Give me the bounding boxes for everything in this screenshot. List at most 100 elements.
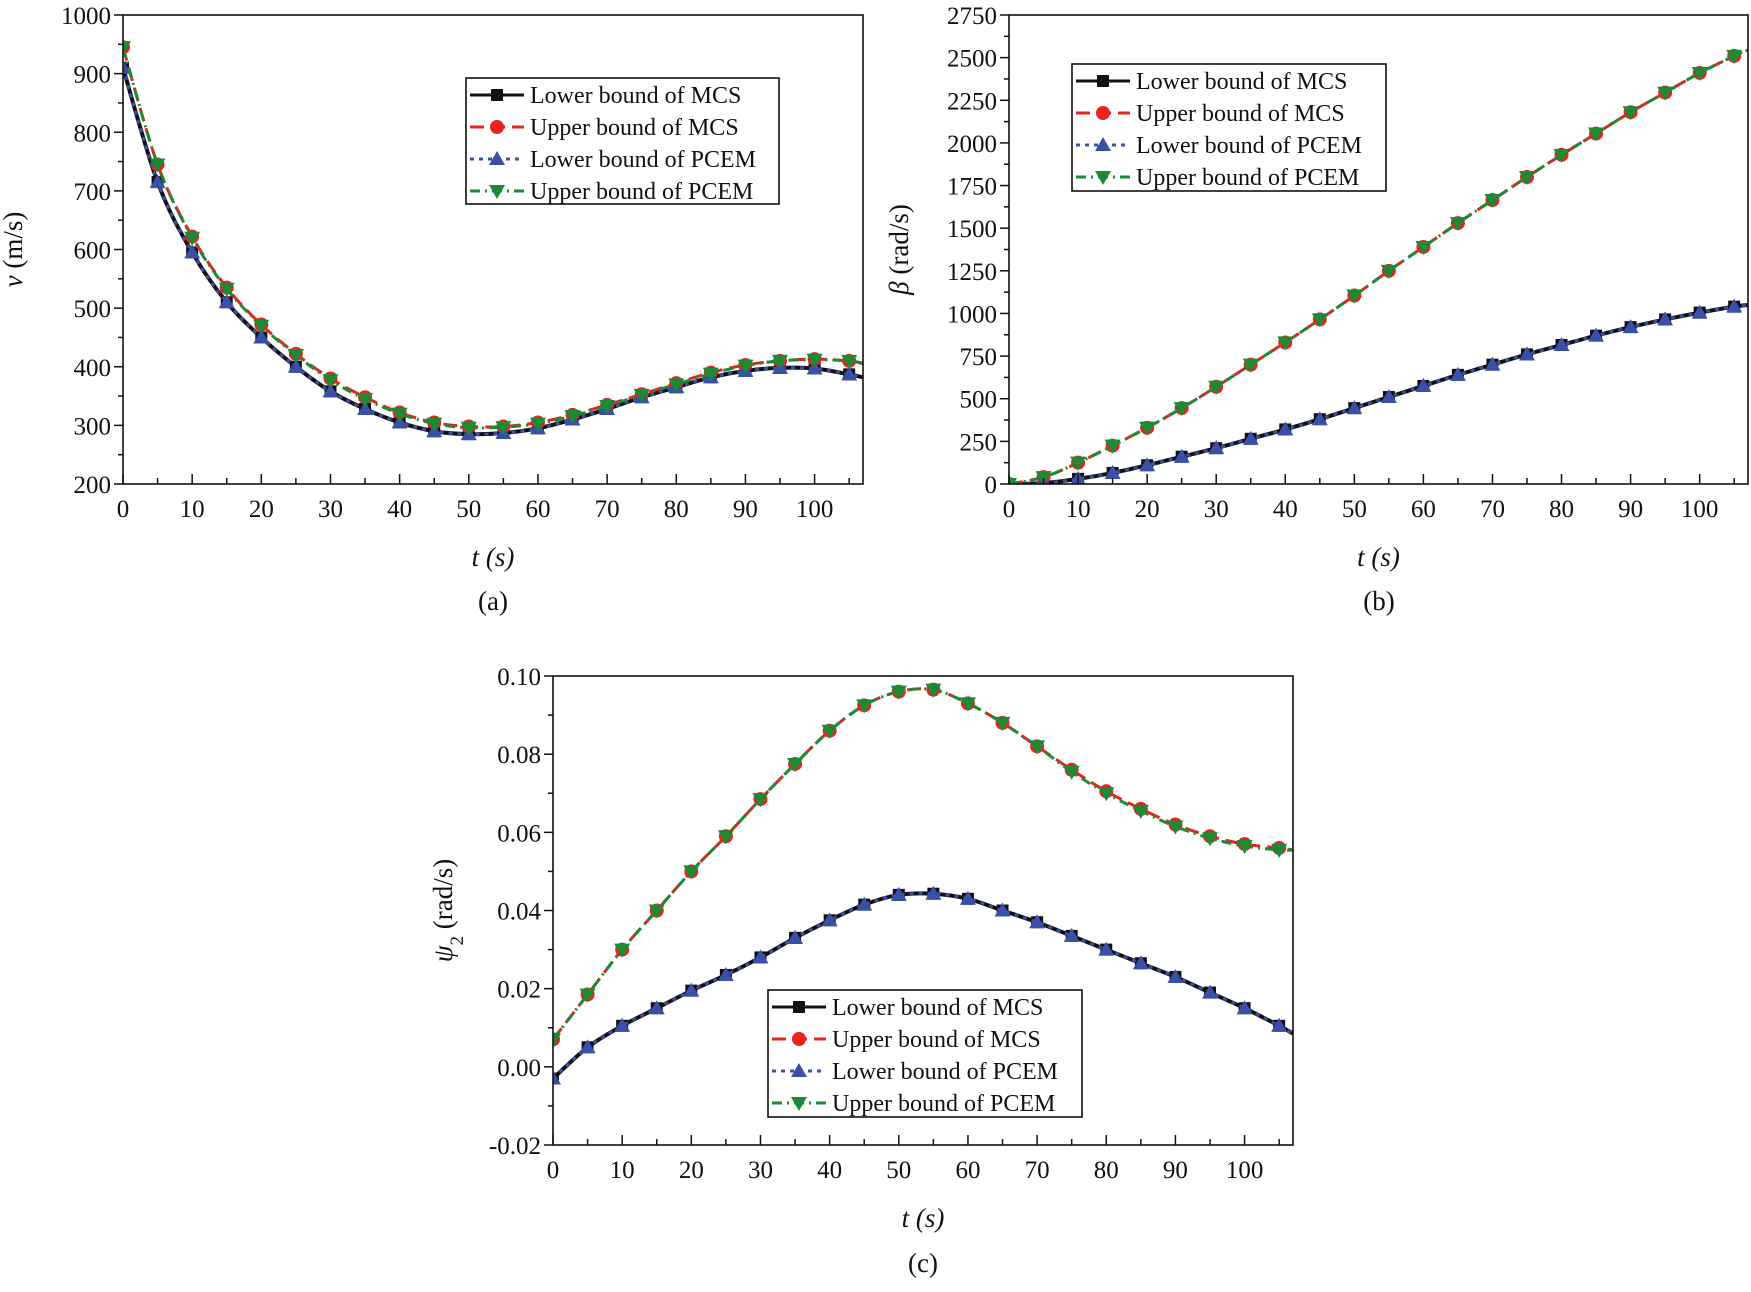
data-point-upper-pcem (737, 359, 754, 374)
data-point-lower-pcem (925, 885, 942, 900)
x-tick-label: 70 (1025, 1157, 1050, 1184)
data-point-upper-pcem (426, 417, 443, 432)
data-point-lower-pcem (1173, 448, 1190, 463)
data-point-upper-pcem (253, 319, 270, 334)
legend-marker (490, 120, 504, 134)
legend-label: Lower bound of MCS (832, 995, 1043, 1021)
series-line-upper-pcem (123, 46, 863, 430)
series-line-lower-pcem (123, 67, 863, 436)
data-point-lower-pcem (1167, 968, 1184, 983)
y-tick-label: 300 (74, 413, 112, 440)
data-point-upper-pcem (1449, 217, 1466, 232)
data-point-upper-pcem (357, 392, 374, 407)
y-tick-label: 700 (74, 179, 112, 206)
y-tick-label: 0.06 (497, 820, 541, 847)
legend-marker (1095, 137, 1111, 151)
data-point-upper-pcem (1622, 106, 1639, 121)
data-point-upper-pcem (890, 685, 907, 700)
x-tick-label: 40 (1273, 496, 1298, 523)
y-axis-symbol: β (884, 281, 914, 296)
data-point-lower-pcem (357, 400, 374, 415)
x-tick-label: 20 (679, 1157, 704, 1184)
y-axis-subscript: 2 (447, 936, 468, 946)
y-axis-symbol: v (0, 275, 28, 287)
legend: Lower bound of MCS Upper bound of MCS Lowe… (1071, 63, 1387, 192)
y-tick-label: 0.04 (497, 899, 541, 926)
x-tick-label: 90 (733, 496, 758, 523)
data-point-lower-pcem (1449, 366, 1466, 381)
data-point-lower-pcem (959, 890, 976, 905)
x-tick-label: 0 (547, 1157, 560, 1184)
data-point-upper-pcem (717, 830, 734, 845)
data-point-upper-pcem (1277, 336, 1294, 351)
y-tick-label: -0.02 (489, 1133, 541, 1160)
y-axis-label: ψ2 (rad/s) (428, 859, 468, 963)
x-axis-label: t (s) (1357, 542, 1400, 572)
data-point-upper-pcem (1657, 86, 1674, 101)
data-point-lower-pcem (1132, 955, 1149, 970)
series-line-lower-pcem (1009, 303, 1748, 484)
data-point-upper-pcem (1104, 439, 1121, 454)
data-point-upper-pcem (1208, 380, 1225, 395)
data-point-upper-pcem (1271, 843, 1288, 858)
series-group (553, 682, 1293, 1085)
x-axis-label: t (s) (472, 542, 515, 572)
x-tick-label: 90 (1618, 496, 1643, 523)
data-point-upper-pcem (702, 367, 719, 382)
data-point-lower-pcem (1242, 430, 1259, 445)
data-point-upper-pcem (1588, 127, 1605, 142)
data-point-upper-pcem (841, 354, 858, 369)
y-axis-unit: (rad/s) (884, 204, 914, 281)
data-point-lower-pcem (1346, 400, 1363, 415)
legend-marker (793, 1001, 805, 1013)
chart-b: 0 10 20 30 40 50 60 70 80 90 100025050075010001250… (884, 3, 1749, 616)
x-tick-label: 70 (1480, 496, 1505, 523)
panel-caption: (b) (1363, 586, 1394, 616)
y-tick-label: 1250 (947, 259, 997, 286)
data-point-lower-pcem (787, 929, 804, 944)
legend-marker (791, 1063, 807, 1077)
x-tick-label: 40 (817, 1157, 842, 1184)
data-point-upper-pcem (806, 353, 823, 368)
data-point-lower-pcem (1691, 304, 1708, 319)
x-tick-label: 20 (249, 496, 274, 523)
legend: Lower bound of MCS Upper bound of MCS Lowe… (465, 77, 780, 205)
data-point-upper-pcem (1415, 240, 1432, 255)
x-tick-label: 30 (318, 496, 343, 523)
data-point-upper-pcem (1009, 478, 1017, 484)
data-point-upper-pcem (564, 409, 581, 424)
data-point-lower-pcem (149, 174, 166, 189)
legend-label: Upper bound of PCEM (530, 179, 753, 205)
y-tick-label: 800 (74, 120, 112, 147)
data-point-lower-pcem (994, 902, 1011, 917)
data-point-upper-pcem (1167, 820, 1184, 835)
legend-label: Upper bound of MCS (1136, 101, 1345, 127)
data-point-upper-pcem (1346, 289, 1363, 304)
series-line-upper-mcs (553, 687, 1293, 1041)
data-point-upper-pcem (959, 697, 976, 712)
data-point-lower-pcem (1271, 1017, 1288, 1032)
data-point-lower-pcem (1063, 927, 1080, 942)
data-point-upper-pcem (460, 421, 477, 436)
data-point-lower-pcem (1726, 298, 1743, 313)
y-tick-label: 0.10 (497, 664, 541, 691)
data-point-upper-pcem (579, 988, 596, 1003)
data-point-upper-pcem (1070, 456, 1087, 471)
legend-label: Lower bound of MCS (530, 83, 741, 109)
legend-label: Lower bound of PCEM (832, 1059, 1058, 1085)
data-point-lower-pcem (841, 366, 858, 381)
legend-marker (1097, 75, 1109, 87)
data-point-lower-pcem (683, 982, 700, 997)
data-point-lower-pcem (1518, 346, 1535, 361)
data-point-upper-pcem (1035, 471, 1052, 484)
x-tick-label: 100 (1226, 1157, 1264, 1184)
chart-c: 0 10 20 30 40 50 60 70 80 90 100 -0.02 0.00 0.02 0.04 0… (428, 664, 1294, 1278)
x-tick-label: 80 (664, 496, 689, 523)
data-point-lower-pcem (1202, 984, 1219, 999)
data-point-upper-pcem (925, 683, 942, 698)
x-tick-label: 10 (610, 1157, 635, 1184)
data-point-upper-pcem (668, 378, 685, 393)
y-tick-label: 750 (960, 344, 998, 371)
chart-a: 0 10 20 30 40 50 60 70 80 90 100 200 300 400 500 600 700… (0, 3, 864, 616)
series-line-lower-pcem (553, 891, 1293, 1080)
